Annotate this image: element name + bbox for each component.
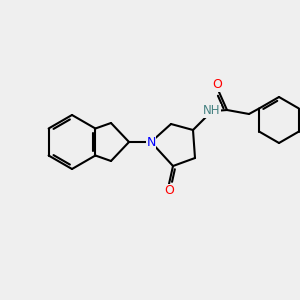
Text: N: N — [146, 136, 156, 148]
Text: NH: NH — [203, 104, 221, 118]
Text: O: O — [212, 79, 222, 92]
Text: O: O — [164, 184, 174, 197]
